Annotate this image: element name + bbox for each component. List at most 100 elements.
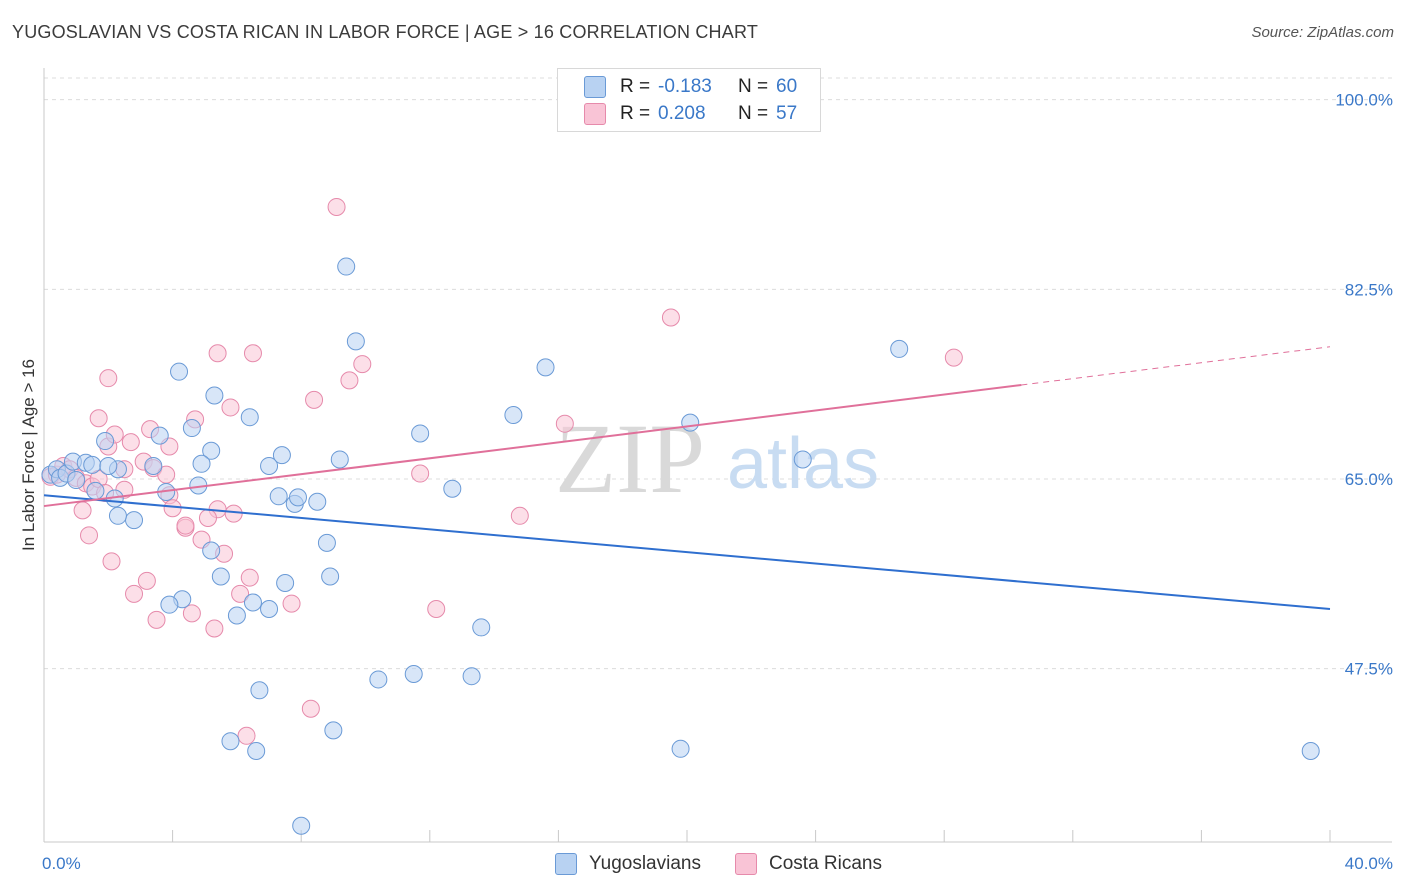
legend-swatch-yugoslavians <box>584 76 606 98</box>
data-point <box>305 390 324 409</box>
data-point <box>83 455 102 474</box>
data-point <box>125 511 144 530</box>
n-label: N = <box>738 76 769 97</box>
data-point <box>198 508 217 527</box>
data-point <box>321 567 340 586</box>
trend-line <box>43 383 1022 508</box>
r-label: R = <box>620 76 651 97</box>
data-point <box>240 568 259 587</box>
legend-swatch-costa-ricans <box>584 103 606 125</box>
data-point <box>208 344 227 363</box>
y-axis-label: In Labor Force | Age > 16 <box>19 359 38 551</box>
data-point <box>73 501 92 520</box>
data-point <box>346 332 365 351</box>
data-point <box>411 464 430 483</box>
data-point <box>260 456 279 475</box>
data-point <box>411 424 430 443</box>
data-point <box>472 618 491 637</box>
data-point <box>276 573 295 592</box>
trend-line-extension <box>1021 346 1331 386</box>
data-point <box>1301 741 1320 760</box>
legend-label-costa-ricans: Costa Ricans <box>769 853 882 874</box>
data-point <box>330 450 349 469</box>
data-point <box>462 667 481 686</box>
legend-swatch-costa-ricans <box>735 853 757 875</box>
data-point <box>324 721 343 740</box>
chart-title: YUGOSLAVIAN VS COSTA RICAN IN LABOR FORC… <box>12 22 759 42</box>
legend-item-yugoslavians[interactable]: Yugoslavians <box>555 852 701 876</box>
data-point <box>793 450 812 469</box>
data-point <box>671 739 690 758</box>
r-label: R = <box>620 103 651 124</box>
data-point <box>301 699 320 718</box>
r-value: 0.208 <box>658 103 706 124</box>
n-value: 60 <box>776 76 798 97</box>
legend-row-costa-ricans: R = 0.208 N = 57 <box>584 102 797 126</box>
data-point <box>247 741 266 760</box>
data-point <box>108 506 127 525</box>
data-point <box>170 362 189 381</box>
y-tick-label: 65.0% <box>1345 470 1393 489</box>
data-point <box>681 413 700 432</box>
n-value: 57 <box>776 103 798 124</box>
data-point <box>944 348 963 367</box>
tick-labels: 100.0% 82.5% 65.0% 47.5% 0.0% 40.0% <box>42 91 1393 873</box>
watermark-zip: ZIP <box>555 403 705 514</box>
data-point <box>89 409 108 428</box>
y-tick-label: 100.0% <box>1335 91 1393 110</box>
data-point <box>224 504 243 523</box>
data-point <box>404 665 423 684</box>
data-point <box>211 567 230 586</box>
data-point <box>308 492 327 511</box>
legend-item-costa-ricans[interactable]: Costa Ricans <box>735 852 882 876</box>
axes <box>43 68 1392 843</box>
legend-row-yugoslavians: R = -0.183 N = 60 <box>584 75 797 99</box>
data-point <box>237 726 256 745</box>
legend-swatch-yugoslavians <box>555 853 577 875</box>
data-point <box>147 610 166 629</box>
data-point <box>243 593 262 612</box>
data-point <box>67 471 86 490</box>
data-point <box>340 371 359 390</box>
data-point <box>327 197 346 216</box>
data-point <box>292 816 311 835</box>
data-point <box>536 358 555 377</box>
y-tick-label: 47.5% <box>1345 660 1393 679</box>
data-point <box>555 414 574 433</box>
y-tick-label: 82.5% <box>1345 280 1393 299</box>
data-point <box>176 516 195 535</box>
data-point <box>427 600 446 619</box>
data-point <box>243 344 262 363</box>
data-point <box>160 595 179 614</box>
legend-label-yugoslavians: Yugoslavians <box>589 853 701 874</box>
data-point <box>240 408 259 427</box>
trend-line <box>43 494 1331 611</box>
data-point <box>86 481 105 500</box>
data-point <box>269 487 288 506</box>
data-point <box>337 257 356 276</box>
data-point <box>102 552 121 571</box>
data-point <box>163 499 182 518</box>
data-point <box>121 433 140 452</box>
x-tick-label: 0.0% <box>42 854 81 873</box>
data-point <box>282 594 301 613</box>
data-point <box>369 670 388 689</box>
data-point <box>202 541 221 560</box>
n-label: N = <box>738 103 769 124</box>
x-tick-label: 40.0% <box>1345 854 1393 873</box>
data-point <box>353 355 372 374</box>
data-point <box>221 398 240 417</box>
data-point <box>510 506 529 525</box>
data-point <box>192 454 211 473</box>
data-point <box>288 488 307 507</box>
trend-lines <box>43 346 1331 611</box>
data-point <box>80 526 99 545</box>
data-point <box>272 446 291 465</box>
data-point <box>144 456 163 475</box>
data-point <box>205 386 224 405</box>
data-point <box>205 619 224 638</box>
source-label: Source: ZipAtlas.com <box>1251 24 1394 41</box>
data-point <box>661 308 680 327</box>
data-point <box>125 584 144 603</box>
